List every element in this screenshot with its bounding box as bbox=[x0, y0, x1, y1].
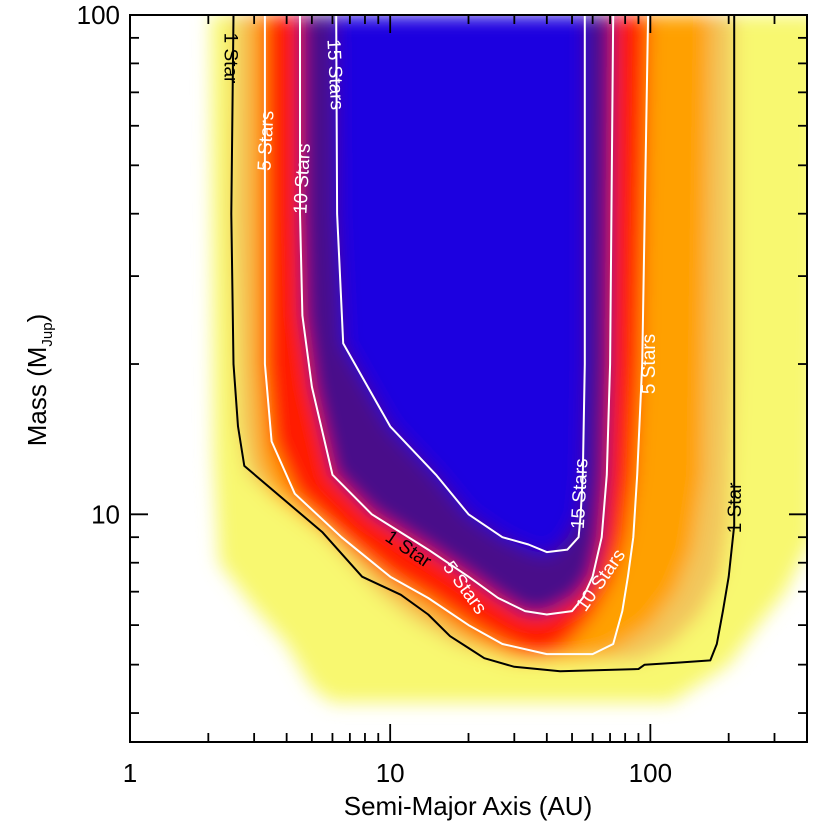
contour-line-1-star bbox=[230, 15, 736, 673]
x-axis-label: Semi-Major Axis (AU) bbox=[344, 791, 592, 821]
contour-line-5-stars bbox=[263, 15, 650, 656]
heatmap-band-level-15 bbox=[336, 15, 585, 555]
sensitivity-heatmap bbox=[211, 15, 807, 703]
contour-labels: 1 Star 5 Stars 10 Stars 15 Stars 5 Stars 1 St… bbox=[219, 33, 746, 619]
contour-label-2: 5 Stars bbox=[254, 110, 278, 171]
y-tick-label: 10 bbox=[91, 499, 120, 529]
contour-label-text: 1 Star bbox=[725, 482, 746, 533]
contour-label-text: 15 Stars bbox=[568, 458, 593, 530]
contour-label-3: 10 Stars bbox=[290, 143, 315, 215]
contour-label-text: 10 Stars bbox=[290, 143, 315, 215]
contour-lines bbox=[230, 15, 736, 673]
contour-label-5: 5 Stars bbox=[639, 334, 660, 394]
contour-label-text: 1 Star bbox=[219, 33, 240, 84]
x-tick-label: 1 bbox=[123, 758, 137, 788]
contour-label-text: 5 Stars bbox=[254, 110, 278, 171]
y-axis-label: Mass (MJup) bbox=[22, 314, 56, 447]
axis-ticks bbox=[129, 14, 808, 742]
x-tick-label: 100 bbox=[629, 758, 672, 788]
x-tick-label: 10 bbox=[376, 758, 405, 788]
contour-label-9: 15 Stars bbox=[568, 458, 593, 530]
tick-labels: 1 10 100 10 100 bbox=[77, 0, 672, 788]
y-tick-label: 100 bbox=[77, 0, 120, 30]
contour-label-4: 15 Stars bbox=[322, 39, 347, 111]
contour-label-text: 15 Stars bbox=[322, 39, 347, 111]
contour-label-6: 1 Star bbox=[725, 482, 746, 533]
y-axis-label-main: Mass (M bbox=[22, 347, 52, 447]
y-axis-label-subscript: Jup bbox=[39, 322, 56, 346]
contour-label-1: 1 Star bbox=[219, 33, 240, 84]
contour-line-10-stars bbox=[299, 15, 615, 616]
contour-line-15-stars bbox=[335, 15, 586, 554]
contour-label-text: 5 Stars bbox=[639, 334, 660, 394]
y-axis-label-close: ) bbox=[22, 314, 52, 323]
